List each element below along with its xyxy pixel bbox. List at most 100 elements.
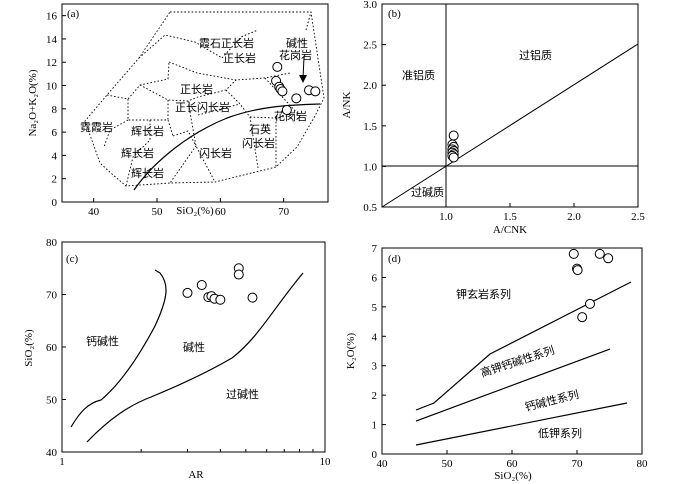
calc-alkaline-alkaline-boundary xyxy=(70,269,167,428)
panel-b-label: (b) xyxy=(388,8,401,20)
field-label: 花岗岩 xyxy=(274,109,307,123)
field-label: 正长岩 xyxy=(223,51,256,65)
data-point xyxy=(568,248,579,259)
high-k-boundary xyxy=(415,348,611,422)
shoshonite-boundary xyxy=(415,281,632,411)
y-tick-label: 12 xyxy=(46,57,57,69)
panel-a-field-boundaries xyxy=(84,11,325,187)
field-label: 钙碱性系列 xyxy=(523,387,580,414)
y-tick-label: 6 xyxy=(372,272,378,284)
data-point xyxy=(281,104,292,115)
x-tick-label: 70 xyxy=(572,458,584,470)
x-tick-label: 80 xyxy=(637,458,649,470)
panel-d-xlabel: SiO₂(%) xyxy=(494,470,532,482)
y-tick-label: 2 xyxy=(372,390,378,402)
field-label: 正长岩 xyxy=(180,82,213,96)
panel-d-ticks: 40 50 60 70 80 0 1 2 3 4 5 6 7 xyxy=(372,243,649,470)
field-label: 霞石正长岩 xyxy=(199,36,254,50)
acnk-equals-ank-line xyxy=(381,43,639,208)
field-label: 辉长岩 xyxy=(131,124,164,138)
data-point xyxy=(577,312,588,323)
data-point xyxy=(603,253,614,264)
data-point xyxy=(585,298,595,309)
panel-a-frame xyxy=(61,3,329,203)
panel-d-label: (d) xyxy=(388,253,401,265)
data-point xyxy=(310,86,321,97)
y-tick-label: 50 xyxy=(46,395,58,407)
data-point xyxy=(572,265,583,276)
data-point xyxy=(448,130,459,141)
field-label: 过铝质 xyxy=(519,48,552,62)
x-tick-label: 1.5 xyxy=(503,211,517,223)
y-tick-label: 2.0 xyxy=(363,80,377,92)
x-tick-label: 10 xyxy=(320,456,332,468)
y-tick-label: 7 xyxy=(372,243,378,255)
panel-c-label: (c) xyxy=(66,253,79,265)
x-tick-label: 2.5 xyxy=(631,211,645,223)
panel-b-xlabel: A/CNK xyxy=(493,224,527,236)
field-label: 低钾系列 xyxy=(538,426,582,440)
y-tick-label: 60 xyxy=(46,342,58,354)
boundary xyxy=(139,79,237,102)
y-tick-label: 6 xyxy=(52,127,58,139)
x-tick-label: 50 xyxy=(152,206,164,218)
data-point xyxy=(277,86,288,97)
boundary xyxy=(103,119,129,148)
y-tick-label: 80 xyxy=(46,237,58,249)
panel-a-tas-diagram: (a) 40 50 60 70 0 2 4 6 8 10 12 14 16 xyxy=(27,3,329,218)
boundary xyxy=(106,61,170,100)
field-label: 碱性 xyxy=(183,340,205,354)
panel-b-points xyxy=(447,130,459,163)
y-tick-label: 4 xyxy=(52,150,58,162)
panel-a-ylabel: Na₂O+K₂O(%) xyxy=(27,69,39,136)
panel-a-xlabel: SiO₂(%) xyxy=(176,205,214,217)
field-label: 石英 xyxy=(249,122,271,136)
panel-c-ylabel: SiO₂(%) xyxy=(23,329,35,367)
y-tick-label: 2.5 xyxy=(363,40,377,52)
data-point xyxy=(594,248,605,259)
field-label: 过碱性 xyxy=(226,387,259,401)
field-label: 高钾钙碱性系列 xyxy=(479,343,557,380)
panel-b-ticks: 1.0 1.5 2.0 2.5 0.5 1.0 1.5 2.0 2.5 3.0 xyxy=(363,0,645,223)
panel-d-sio2-k2o-diagram: (d) 40 50 60 70 80 0 1 2 3 4 5 6 7 钾玄岩系列 高钾钙碱性系列 钙碱性… xyxy=(345,243,648,482)
panel-c-ar-sio2-diagram: (c) 1 10 40 50 60 70 80 钙碱性 碱性 过碱性 AR SiO₂(%) xyxy=(23,237,331,481)
boundary xyxy=(264,77,299,115)
y-tick-label: 14 xyxy=(46,34,58,46)
field-label: 花岗岩 xyxy=(279,48,312,62)
panel-c-xlabel: AR xyxy=(188,469,204,481)
field-label: 钾玄岩系列 xyxy=(456,287,511,301)
y-tick-label: 3 xyxy=(372,361,378,373)
boundary xyxy=(127,99,150,121)
data-point xyxy=(272,61,283,72)
data-point xyxy=(247,292,258,303)
panel-a-ticks: 40 50 60 70 0 2 4 6 8 10 12 14 16 xyxy=(46,11,290,218)
boundary xyxy=(305,11,312,31)
x-tick-label: 50 xyxy=(442,458,454,470)
boundary xyxy=(225,89,259,169)
panel-b-acnk-ank-diagram: (b) 1.0 1.5 2.0 2.5 0.5 1.0 1.5 2.0 2.5 3.0 准铝质 过… xyxy=(341,0,645,236)
data-point xyxy=(233,269,244,280)
field-label: 霓霞岩 xyxy=(80,120,113,134)
y-tick-label: 0.5 xyxy=(363,202,377,214)
y-tick-label: 0 xyxy=(372,449,378,461)
data-point xyxy=(196,280,207,291)
y-tick-label: 40 xyxy=(46,447,58,459)
x-tick-label: 70 xyxy=(278,206,290,218)
panel-c-ticks: 1 10 40 50 60 70 80 xyxy=(46,237,331,468)
x-tick-label: 40 xyxy=(377,458,389,470)
y-tick-label: 4 xyxy=(372,331,378,343)
calc-alkaline-boundary xyxy=(415,402,628,446)
boundary xyxy=(197,103,241,116)
data-point xyxy=(448,152,459,163)
field-label: 钙碱性 xyxy=(86,334,119,348)
field-label: 闪长岩 xyxy=(199,146,232,160)
x-tick-label: 2.0 xyxy=(567,211,581,223)
y-tick-label: 8 xyxy=(52,104,58,116)
field-outline xyxy=(84,11,325,187)
x-tick-label: 60 xyxy=(507,458,519,470)
field-label: 正长闪长岩 xyxy=(175,100,230,114)
y-tick-label: 5 xyxy=(372,302,378,314)
panel-b-ylabel: A/NK xyxy=(341,92,353,119)
data-point xyxy=(215,294,226,305)
